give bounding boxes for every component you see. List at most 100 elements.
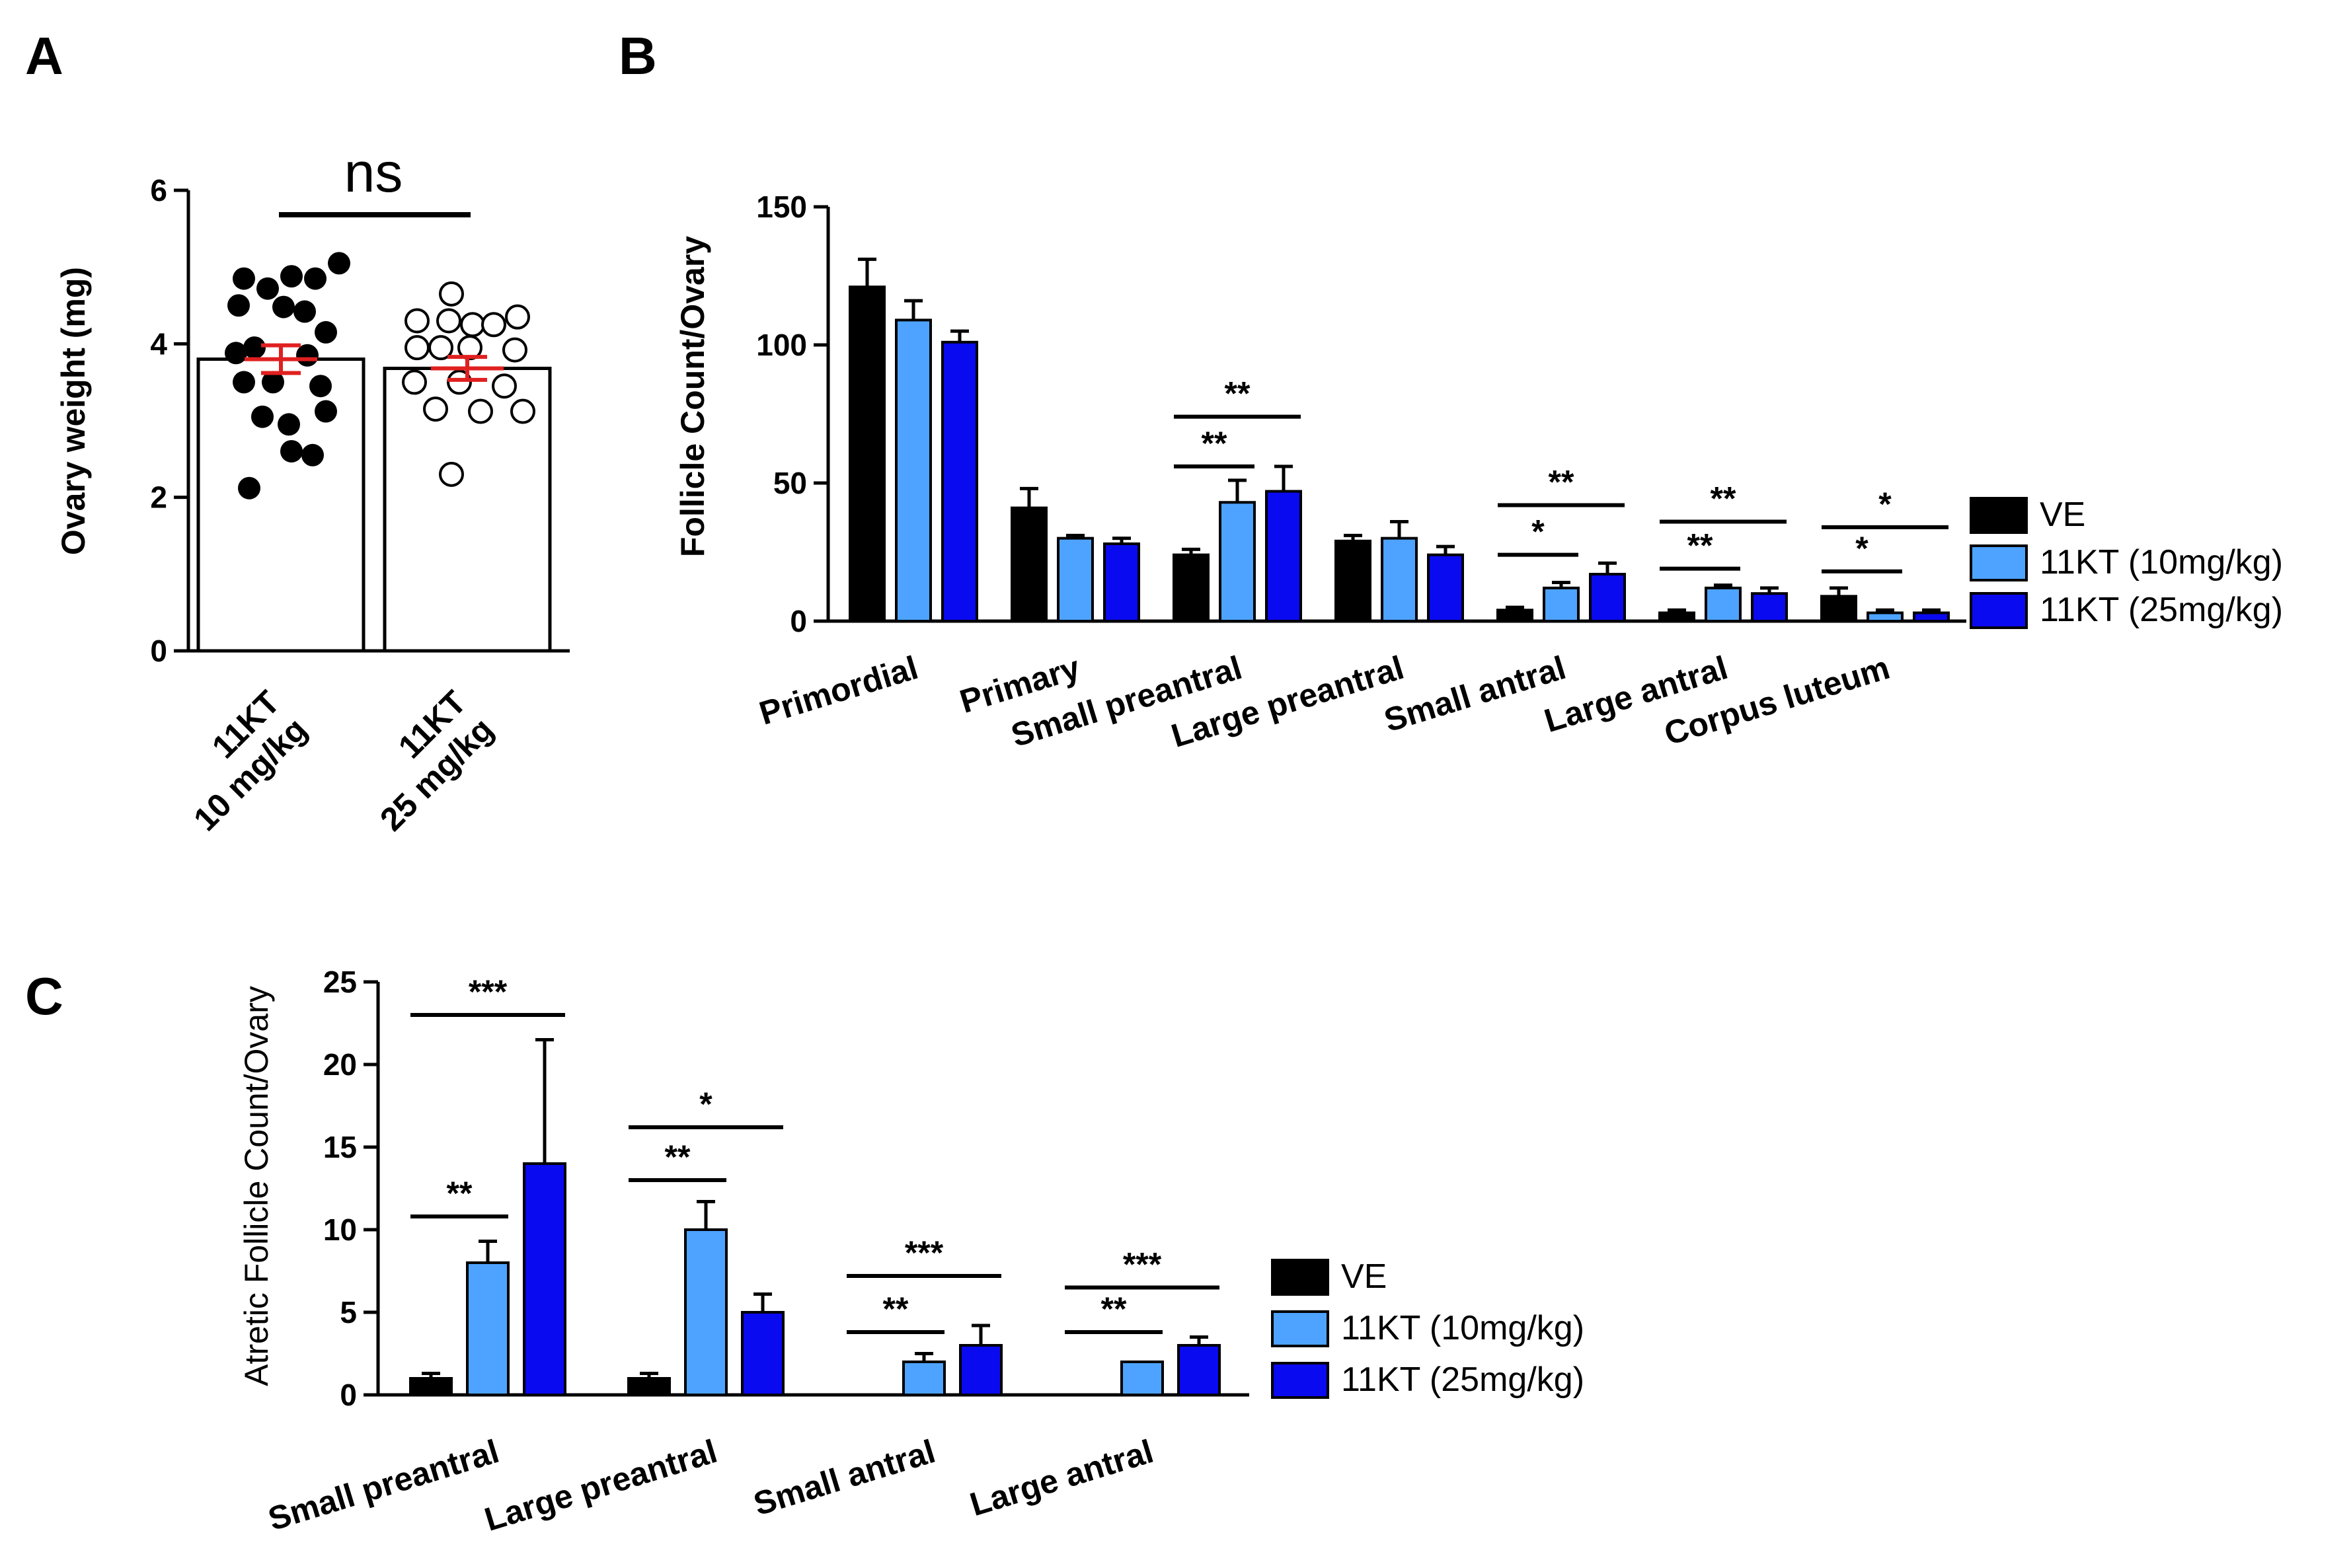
x-category-label: Primordial xyxy=(755,649,922,732)
significance-label: * xyxy=(1855,530,1869,567)
significance-label: * xyxy=(1531,513,1545,550)
x-category-label: Large antral xyxy=(966,1433,1157,1523)
data-point xyxy=(256,277,279,300)
y-axis-label: Atretic Follicle Count/Ovary xyxy=(238,986,275,1386)
significance-label: ** xyxy=(447,1175,473,1212)
data-point xyxy=(405,308,430,334)
data-point xyxy=(309,375,332,398)
legend-swatch-3 xyxy=(1271,1362,1329,1399)
data-point xyxy=(439,461,464,487)
panel-letter-a: A xyxy=(25,26,63,85)
x-category-label: Small antral xyxy=(1380,649,1570,739)
y-tick-label: 2 xyxy=(150,480,167,515)
bar-ve-2 xyxy=(1011,506,1048,622)
y-tick-label: 0 xyxy=(150,634,167,668)
panel-letter-b: B xyxy=(619,26,657,85)
bar-11kt-25mg-kg--1 xyxy=(941,340,978,622)
data-point xyxy=(481,312,506,338)
y-tick-label: 100 xyxy=(756,328,807,362)
y-tick-label: 0 xyxy=(790,604,807,638)
bar-11kt-10mg-kg--4 xyxy=(1381,537,1418,622)
bar-11kt-25mg-kg--2 xyxy=(741,1311,785,1396)
data-point xyxy=(405,335,430,361)
legend-swatch-3 xyxy=(1970,592,2028,629)
bar-ve-5 xyxy=(1496,609,1533,623)
legend-swatch-1 xyxy=(1970,497,2028,534)
data-point xyxy=(227,294,250,317)
data-point xyxy=(225,342,247,365)
y-tick-label: 0 xyxy=(340,1378,357,1412)
bar-11kt-10mg-kg--4 xyxy=(1120,1361,1164,1396)
data-point xyxy=(328,252,350,275)
x-category-label: Small antral xyxy=(750,1433,939,1522)
data-point xyxy=(243,336,266,359)
bar-11kt-25mg-kg--1 xyxy=(523,1162,566,1396)
data-point xyxy=(238,476,260,500)
ns-label: ns xyxy=(344,141,403,204)
legend-label-2: 11KT (10mg/kg) xyxy=(1341,1309,1584,1347)
data-point xyxy=(436,308,461,334)
bar-11kt-25mg-kg--6 xyxy=(1751,592,1788,623)
data-point xyxy=(233,267,255,290)
data-point xyxy=(233,371,255,394)
data-point xyxy=(304,267,327,290)
data-point xyxy=(402,369,427,395)
data-point xyxy=(315,320,337,344)
data-point xyxy=(293,300,316,323)
legend-label-1: VE xyxy=(1341,1257,1387,1296)
bar-ve-3 xyxy=(1173,553,1210,622)
data-point xyxy=(280,265,303,288)
data-point xyxy=(428,335,453,361)
bar-11kt-10mg-kg--6 xyxy=(1705,586,1742,623)
significance-label: ** xyxy=(1711,480,1736,517)
data-point xyxy=(457,335,482,361)
bar-11kt-10mg-kg--3 xyxy=(1219,501,1256,623)
x-category-label: Small preantral xyxy=(264,1433,503,1538)
bar-11kt-10mg-kg--1 xyxy=(466,1261,510,1396)
data-point xyxy=(272,295,295,318)
y-tick-label: 4 xyxy=(150,326,167,361)
bar-11kt-10mg-kg--5 xyxy=(1543,586,1580,623)
data-point xyxy=(296,344,319,367)
bar-11kt-10mg-kg--2 xyxy=(684,1228,728,1396)
significance-label: * xyxy=(699,1086,713,1123)
bar-11kt-25mg-kg--7 xyxy=(1913,611,1950,623)
legend-label-3: 11KT (25mg/kg) xyxy=(2040,591,2283,629)
y-tick-label: 10 xyxy=(323,1213,357,1247)
bar-11kt-25mg-kg--5 xyxy=(1589,572,1626,622)
data-point xyxy=(468,398,493,424)
y-tick-label: 6 xyxy=(150,173,167,207)
legend-swatch-2 xyxy=(1970,544,2028,581)
bar-11kt-25mg-kg--2 xyxy=(1103,542,1140,623)
bar-11kt-10mg-kg--7 xyxy=(1867,611,1904,623)
bar-ve-7 xyxy=(1820,595,1857,623)
bar-ve-6 xyxy=(1658,611,1695,623)
significance-label: ** xyxy=(1549,463,1574,500)
significance-label: *** xyxy=(905,1234,944,1271)
bar-11kt-10mg-kg--3 xyxy=(902,1361,946,1396)
significance-label: * xyxy=(1878,486,1892,523)
bar-11kt-25mg-kg--3 xyxy=(1265,490,1302,622)
significance-label: *** xyxy=(469,973,508,1010)
data-point xyxy=(301,443,324,467)
data-point xyxy=(460,312,485,338)
x-category-label: Large preantral xyxy=(481,1433,721,1538)
panel-c: C 0 5 10 15 20 25 Atretic Follicle Count/Ovary *… xyxy=(25,965,1584,1538)
bar-11kt-25mg-kg--4 xyxy=(1427,553,1464,622)
data-point xyxy=(315,400,337,423)
y-tick-label: 5 xyxy=(340,1295,357,1329)
significance-label: ** xyxy=(1202,425,1227,462)
data-point xyxy=(278,413,300,436)
significance-label: ** xyxy=(883,1290,909,1327)
data-point xyxy=(505,304,530,330)
data-point xyxy=(280,439,303,463)
y-axis-label: Ovary weight (mg) xyxy=(55,267,92,555)
data-point xyxy=(502,337,527,363)
data-point xyxy=(423,396,448,422)
legend-swatch-2 xyxy=(1271,1310,1329,1347)
